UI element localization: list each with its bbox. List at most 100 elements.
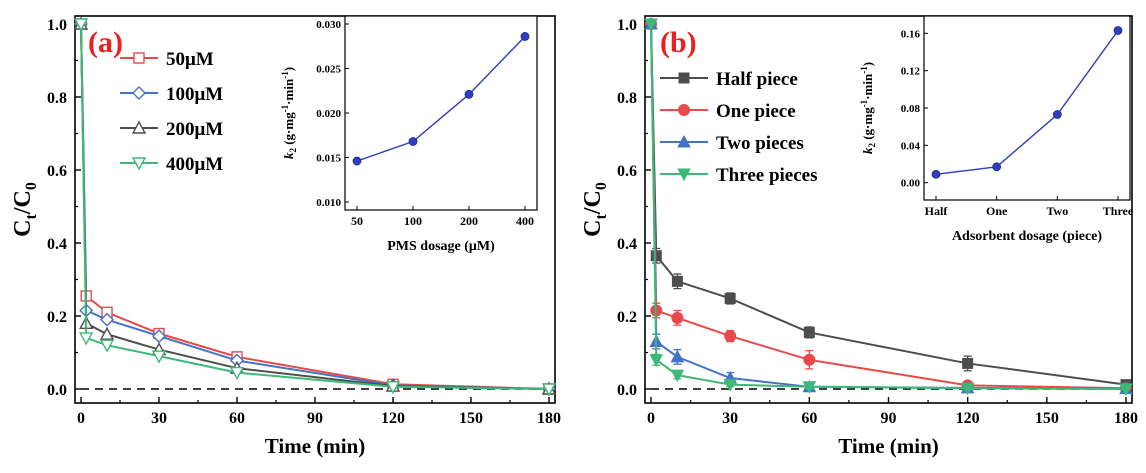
x-tick-label: 180 [1114,410,1138,427]
inset-data-point [352,156,362,166]
legend-marker [133,52,145,64]
legend-label: 100μM [166,84,223,105]
data-point [229,366,245,381]
x-tick-label: 30 [151,410,167,427]
y-tick-label: 0.6 [617,163,637,180]
inset-data-point [992,162,1002,172]
inset-x-tick-label: 400 [516,214,534,228]
data-point [723,379,738,392]
inset-data-point [931,169,941,179]
inset-y-tick-label: 0.04 [901,140,921,152]
inset-y-axis-label: k2 (g·mg-1·min-1) [859,62,877,154]
y-axis-label: Ct/C0 [10,182,40,237]
legend-marker [678,104,690,116]
legend: 50μM 100μM 200μM 400μM [120,49,223,175]
inset-x-tick-label: 100 [404,214,422,228]
inset-x-tick-label: Two [1046,204,1068,218]
y-tick-label: 0.6 [47,163,67,180]
inset-data-point [408,137,418,146]
inset-y-tick-label: 0.16 [901,28,921,40]
inset-x-axis-label: Adsorbent dosage (piece) [952,229,1102,244]
data-point [670,369,685,383]
x-tick-label: 150 [1035,410,1059,427]
y-tick-label: 0.8 [617,90,637,107]
x-tick-label: 150 [459,410,483,427]
inset-x-tick-label: 200 [460,214,478,228]
y-tick-label: 0.2 [47,309,67,326]
inset-data-point [520,32,530,41]
legend-label: Two pieces [716,133,804,154]
data-point [541,383,557,397]
y-tick-label: 1.0 [617,17,637,34]
y-tick-label: 0.8 [47,90,67,107]
inset-x-tick-label: Three [1103,204,1134,218]
inset-y-tick-label: 0.12 [901,66,921,78]
inset-x-axis-label: PMS dosage (μM) [387,239,495,254]
inset-y-tick-label: 0.030 [316,19,341,31]
panel-label: (b) [660,26,697,59]
inset-y-tick-label: 0.010 [316,197,341,209]
y-tick-label: 0.0 [47,382,67,399]
inset-y-tick-label: 0.020 [316,108,341,120]
legend-label: Three pieces [716,165,818,186]
data-point [724,292,736,304]
legend-label: 200μM [166,119,223,140]
inset-data-point [464,89,474,99]
legend-marker [131,120,147,134]
inset-series-line [935,30,1119,175]
legend-marker [131,157,147,171]
series-3 [644,18,1133,397]
x-tick-label: 60 [801,410,817,427]
legend-marker [132,86,146,100]
data-point [79,332,94,346]
data-point [99,326,115,340]
inset-x-tick-label: One [986,204,1008,218]
legend-label: 400μM [166,154,223,175]
inset-x-tick-label: 50 [351,214,363,228]
x-tick-label: 30 [722,410,738,427]
inset-data-point [1052,110,1062,119]
chart-panel-b: 0 30 60 90 120 150 180 0.0 0.2 0.4 0.6 0.8 1.0 Time (… [580,15,1138,458]
data-point [671,275,683,287]
data-point [99,339,115,353]
data-point [151,350,167,364]
inset-y-tick-label: 0.00 [901,178,921,190]
chart-panel-a: 0 30 60 90 120 150 180 0.0 0.2 0.4 0.6 0.8 1.0 Time (… [10,15,561,458]
inset-frame [923,15,1131,201]
data-point [649,354,664,367]
inset-y-tick-label: 0.08 [901,103,921,115]
x-tick-label: 180 [537,410,561,427]
legend-label: One piece [716,101,796,122]
data-point [644,18,658,32]
x-axis-label: Time (min) [838,434,939,458]
y-tick-label: 1.0 [47,17,67,34]
y-tick-label: 0.4 [617,236,637,253]
data-point [100,312,114,327]
legend: Half piece One piece Two pieces Three piece… [660,69,818,186]
legend-marker [678,72,690,84]
inset-y-tick-label: 0.025 [316,64,341,76]
data-point [802,381,817,394]
data-point [1119,383,1133,397]
x-axis-label: Time (min) [265,434,366,458]
legend-marker [677,168,691,182]
data-point [803,326,815,338]
y-tick-label: 0.2 [617,309,637,326]
inset-frame [344,15,538,211]
inset-x-tick-label: Half [925,204,949,218]
x-tick-label: 120 [381,410,405,427]
x-tick-label: 90 [881,410,897,427]
x-tick-label: 0 [647,410,655,427]
inset-chart: 0.010 0.015 0.020 0.025 0.030 50 100 200 400 PMS … [280,15,538,254]
inset-chart: 0.00 0.04 0.08 0.12 0.16 Half One Two ThreeAdsor… [859,15,1134,244]
data-point [724,330,737,343]
panel-label: (a) [88,26,123,59]
series-3 [73,18,557,397]
data-point [962,357,974,369]
data-point [73,18,89,32]
data-point [152,329,166,344]
x-tick-label: 0 [77,410,85,427]
inset-data-point [1113,26,1123,35]
legend-label: Half piece [716,69,798,90]
